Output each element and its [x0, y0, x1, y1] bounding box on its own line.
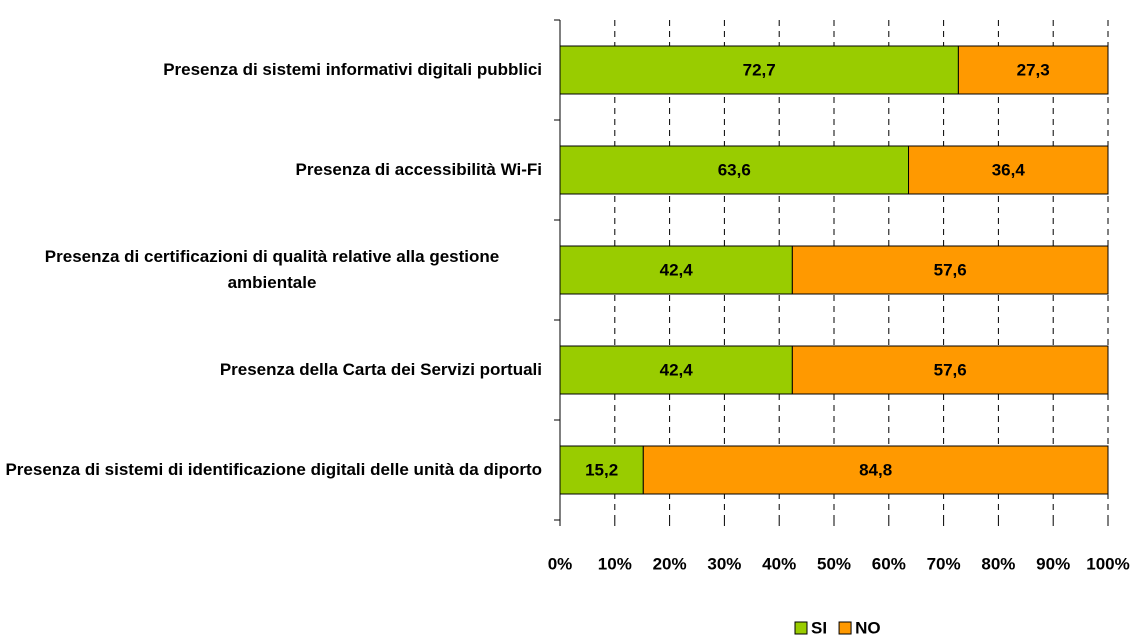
- bar: [957, 45, 1109, 95]
- y-tick-label: Presenza della Carta dei Servizi portual…: [219, 360, 542, 379]
- bar: [908, 145, 1109, 195]
- x-tick-label: 80%: [981, 554, 1015, 573]
- data-label: 15,2: [585, 460, 618, 479]
- legend-swatch: [838, 621, 852, 635]
- category-label-box: Presenza di certificazioni di qualità re…: [2, 220, 542, 320]
- x-tick-label: 70%: [927, 554, 961, 573]
- y-tick-label: Presenza di sistemi di identificazione d…: [5, 460, 542, 479]
- x-tick-label: 40%: [762, 554, 796, 573]
- legend-swatch: [794, 621, 808, 635]
- bar: [559, 245, 793, 295]
- data-label: 27,3: [1017, 60, 1050, 79]
- x-tick-label: 20%: [653, 554, 687, 573]
- category-label-box: Presenza di accessibilità Wi-Fi: [2, 120, 542, 220]
- data-label: 84,8: [859, 460, 892, 479]
- category-label-box: Presenza di sistemi di identificazione d…: [2, 420, 542, 520]
- category-label-box: Presenza di sistemi informativi digitali…: [2, 20, 542, 120]
- x-tick-label: 10%: [598, 554, 632, 573]
- y-tick-label: Presenza di accessibilità Wi-Fi: [295, 160, 542, 179]
- category-label-box: Presenza della Carta dei Servizi portual…: [2, 320, 542, 420]
- x-tick-label: 100%: [1086, 554, 1129, 573]
- data-label: 42,4: [660, 360, 694, 379]
- x-tick-label: 90%: [1036, 554, 1070, 573]
- bar: [559, 145, 910, 195]
- bar: [559, 345, 793, 395]
- data-label: 63,6: [718, 160, 751, 179]
- y-tick-label: Presenza di certificazioni di qualità re…: [44, 247, 500, 292]
- data-label: 57,6: [934, 260, 967, 279]
- bar: [559, 445, 644, 495]
- data-label: 42,4: [660, 260, 694, 279]
- bar: [791, 345, 1109, 395]
- x-tick-label: 50%: [817, 554, 851, 573]
- x-tick-label: 60%: [872, 554, 906, 573]
- y-tick-label: Presenza di sistemi informativi digitali…: [163, 60, 542, 79]
- bar: [642, 445, 1109, 495]
- x-tick-label: 30%: [707, 554, 741, 573]
- data-label: 36,4: [992, 160, 1026, 179]
- data-label: 57,6: [934, 360, 967, 379]
- legend-label: NO: [855, 618, 881, 637]
- bar: [791, 245, 1109, 295]
- data-label: 72,7: [743, 60, 776, 79]
- x-tick-label: 0%: [548, 554, 573, 573]
- legend-label: SI: [811, 618, 827, 637]
- bar: [559, 45, 959, 95]
